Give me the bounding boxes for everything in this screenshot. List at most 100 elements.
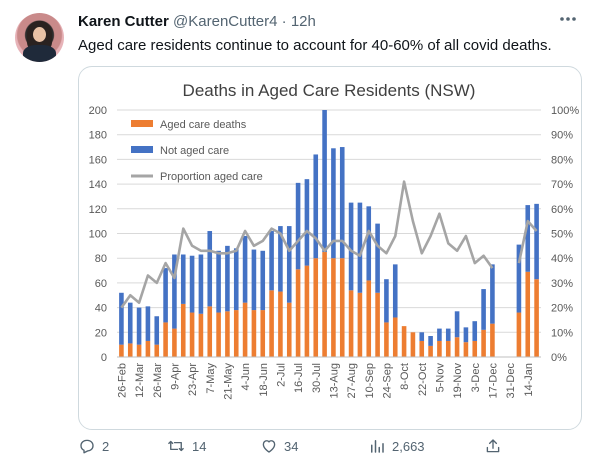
bar-aged-care (339, 258, 345, 357)
y2-tick-label: 50% (551, 229, 573, 241)
author-name[interactable]: Karen Cutter (78, 13, 169, 30)
bar-not-aged-care (172, 254, 177, 329)
bar-not-aged-care (357, 202, 363, 293)
tweet-header: Karen Cutter @KarenCutter4 · 12h (78, 13, 316, 30)
bar-aged-care (278, 291, 283, 357)
y2-tick-label: 30% (551, 278, 573, 290)
tweet-text: Aged care residents continue to account … (78, 37, 552, 54)
y-tick-label: 80 (95, 253, 107, 265)
reply-icon (80, 439, 94, 454)
y-tick-label: 140 (89, 179, 107, 191)
y-tick-label: 40 (95, 303, 107, 315)
x-tick-label: 31-Dec (505, 363, 517, 399)
bar-aged-care (225, 311, 230, 357)
x-tick-label: 12-Mar (134, 363, 146, 398)
views-button[interactable]: 2,663 (368, 437, 425, 455)
bar-aged-care (375, 292, 380, 357)
bar-not-aged-care (516, 244, 522, 313)
bar-aged-care (189, 312, 195, 357)
header-separator: · (281, 13, 287, 30)
x-tick-label: 8-Oct (399, 363, 411, 390)
bar-aged-care (454, 337, 460, 357)
like-button[interactable]: 34 (260, 437, 298, 455)
bar-aged-care (216, 312, 221, 357)
y2-tick-label: 60% (551, 204, 573, 216)
bar-aged-care (207, 306, 213, 357)
chart-svg: Deaths in Aged Care Residents (NSW) 0 20 40… (80, 68, 580, 428)
bar-aged-care (304, 265, 310, 357)
x-tick-label: 7-May (205, 363, 217, 394)
bar-aged-care (295, 269, 301, 357)
bar-aged-care (516, 312, 522, 357)
y2-tick-label: 80% (551, 154, 573, 166)
bar-not-aged-care (145, 306, 151, 341)
reply-button[interactable]: 2 (78, 437, 109, 455)
bar-aged-care (251, 310, 257, 357)
reply-count: 2 (102, 438, 110, 454)
bar-aged-care (419, 340, 425, 357)
bar-not-aged-care (322, 110, 327, 253)
bar-aged-care (260, 310, 266, 357)
legend-label: Proportion aged care (160, 171, 263, 183)
views-icon (371, 440, 384, 453)
y2-tick-label: 20% (551, 303, 573, 315)
share-button[interactable] (484, 437, 502, 455)
x-tick-label: 10-Sep (364, 363, 376, 398)
bar-aged-care (163, 322, 168, 357)
bar-aged-care (463, 342, 469, 357)
bar-aged-care (313, 258, 319, 357)
bar-not-aged-care (225, 245, 230, 312)
more-icon-glyph (560, 17, 576, 21)
tweet-time[interactable]: 12h (290, 13, 316, 30)
bar-not-aged-care (207, 231, 213, 307)
x-tick-label: 14-Jan (523, 363, 535, 397)
y2-tick-label: 10% (551, 327, 573, 339)
x-tick-label: 30-Jul (311, 363, 323, 393)
bar-aged-care (481, 329, 486, 357)
chart-background (80, 68, 580, 428)
x-tick-label: 16-Jul (293, 363, 305, 393)
bar-aged-care (437, 340, 442, 357)
legend-label: Not aged care (160, 145, 229, 157)
bar-not-aged-care (304, 179, 310, 266)
author-handle[interactable]: @KarenCutter4 (173, 13, 278, 30)
chart-image-card[interactable]: Deaths in Aged Care Residents (NSW) 0 20 40… (78, 66, 582, 430)
x-tick-label: 22-Oct (417, 363, 429, 396)
bar-not-aged-care (375, 223, 380, 293)
bar-aged-care (269, 290, 274, 357)
x-tick-label: 4-Jun (240, 363, 252, 391)
bar-aged-care (357, 292, 363, 357)
bar-aged-care (445, 340, 451, 357)
bar-not-aged-care (392, 264, 398, 318)
bar-not-aged-care (490, 264, 495, 324)
bar-not-aged-care (419, 332, 425, 341)
bar-aged-care (410, 332, 416, 357)
y-tick-label: 120 (89, 204, 107, 216)
bar-not-aged-care (127, 302, 133, 344)
bar-not-aged-care (233, 248, 239, 311)
x-tick-label: 19-Nov (452, 363, 464, 399)
bar-not-aged-care (339, 147, 345, 259)
avatar-body (23, 45, 56, 62)
bar-not-aged-care (348, 202, 354, 291)
bar-not-aged-care (216, 250, 221, 313)
bar-not-aged-care (251, 249, 257, 311)
x-tick-label: 21-May (222, 363, 234, 400)
bar-aged-care (180, 303, 186, 357)
bar-aged-care (384, 322, 389, 357)
bar-not-aged-care (463, 327, 469, 343)
avatar-face (33, 27, 46, 42)
y2-tick-label: 90% (551, 130, 573, 142)
x-tick-label: 18-Jun (258, 363, 270, 397)
y-tick-label: 160 (89, 154, 107, 166)
x-tick-label: 26-Feb (116, 363, 128, 398)
y2-tick-label: 40% (551, 253, 573, 265)
legend-label: Aged care deaths (160, 119, 247, 131)
more-icon[interactable] (558, 9, 578, 34)
bar-not-aged-care (313, 154, 319, 259)
bar-not-aged-care (278, 226, 283, 292)
retweet-button[interactable]: 14 (166, 437, 206, 455)
bar-aged-care (233, 310, 239, 357)
avatar[interactable] (15, 13, 64, 62)
x-tick-label: 17-Dec (487, 363, 499, 399)
